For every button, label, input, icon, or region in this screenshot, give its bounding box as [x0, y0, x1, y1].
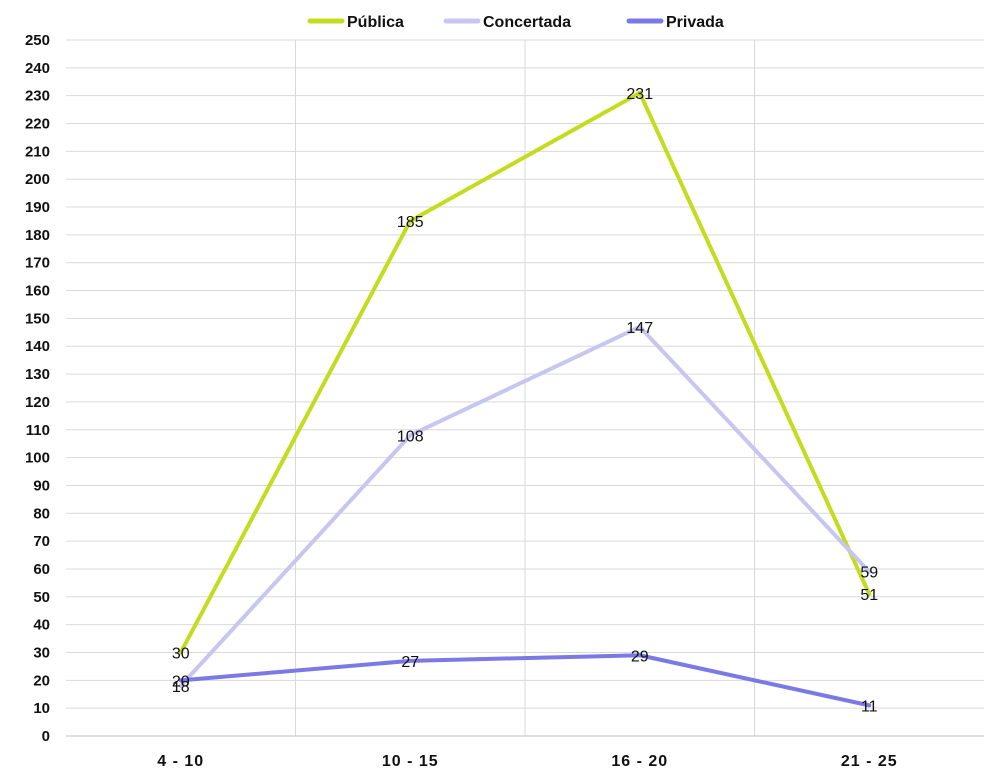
legend-label: Concertada: [483, 14, 571, 31]
y-tick-label: 200: [25, 171, 50, 188]
y-tick-label: 150: [25, 310, 50, 327]
data-label: 18: [172, 679, 190, 696]
x-tick-label: 10 - 15: [382, 753, 439, 770]
y-tick-label: 250: [25, 32, 50, 49]
series-line: [178, 324, 872, 688]
y-tick-label: 20: [33, 672, 50, 689]
x-axis: 4 - 10 10 - 15 16 - 20 21 - 25: [157, 753, 898, 770]
y-tick-label: 230: [25, 88, 50, 105]
data-label: 11: [861, 698, 878, 715]
data-label: 108: [397, 428, 424, 445]
gridlines: [66, 39, 984, 737]
y-tick-label: 90: [33, 477, 50, 494]
legend-label: Pública: [347, 14, 404, 31]
y-tick-label: 0: [42, 728, 50, 745]
y-tick-label: 190: [25, 199, 50, 216]
data-label: 185: [397, 214, 424, 231]
y-tick-label: 80: [33, 505, 50, 522]
series-line: [178, 653, 872, 708]
y-tick-label: 30: [33, 644, 50, 661]
series-line: [178, 90, 872, 655]
data-label: 27: [401, 654, 419, 671]
y-tick-label: 210: [25, 143, 50, 160]
y-tick-label: 70: [33, 533, 50, 550]
data-label: 51: [860, 587, 878, 604]
y-tick-label: 110: [26, 422, 50, 439]
y-tick-label: 240: [25, 60, 50, 77]
y-tick-label: 170: [25, 255, 50, 272]
legend: Pública Concertada Privada: [307, 14, 724, 31]
y-tick-label: 60: [33, 561, 50, 578]
y-tick-label: 40: [33, 617, 50, 634]
data-labels: 30 185 231 51 18 108 147 59 20 27 29 11: [172, 86, 878, 715]
x-tick-label: 4 - 10: [157, 753, 204, 770]
y-tick-label: 140: [25, 338, 50, 355]
y-tick-label: 180: [25, 227, 50, 244]
y-tick-label: 220: [25, 116, 50, 133]
x-tick-label: 21 - 25: [841, 753, 898, 770]
legend-item: Pública: [307, 14, 404, 31]
data-label: 59: [860, 565, 878, 582]
data-label: 231: [626, 86, 653, 103]
legend-item: Concertada: [443, 14, 571, 31]
data-label: 147: [626, 320, 653, 337]
y-tick-label: 160: [25, 283, 50, 300]
y-tick-label: 100: [25, 450, 50, 467]
data-label: 20: [172, 673, 190, 690]
x-tick-label: 16 - 20: [611, 753, 668, 770]
y-tick-label: 130: [25, 366, 50, 383]
data-label: 29: [631, 648, 649, 665]
data-label: 30: [172, 645, 190, 662]
y-tick-label: 120: [25, 394, 50, 411]
y-tick-label: 50: [33, 589, 50, 606]
legend-label: Privada: [666, 14, 724, 31]
series-group: [178, 90, 872, 708]
y-axis: 0 10 20 30 40 50 60 70 80 90 100 110 120 130 140 150 160…: [25, 32, 50, 745]
y-tick-label: 10: [33, 700, 50, 717]
legend-item: Privada: [626, 14, 724, 31]
